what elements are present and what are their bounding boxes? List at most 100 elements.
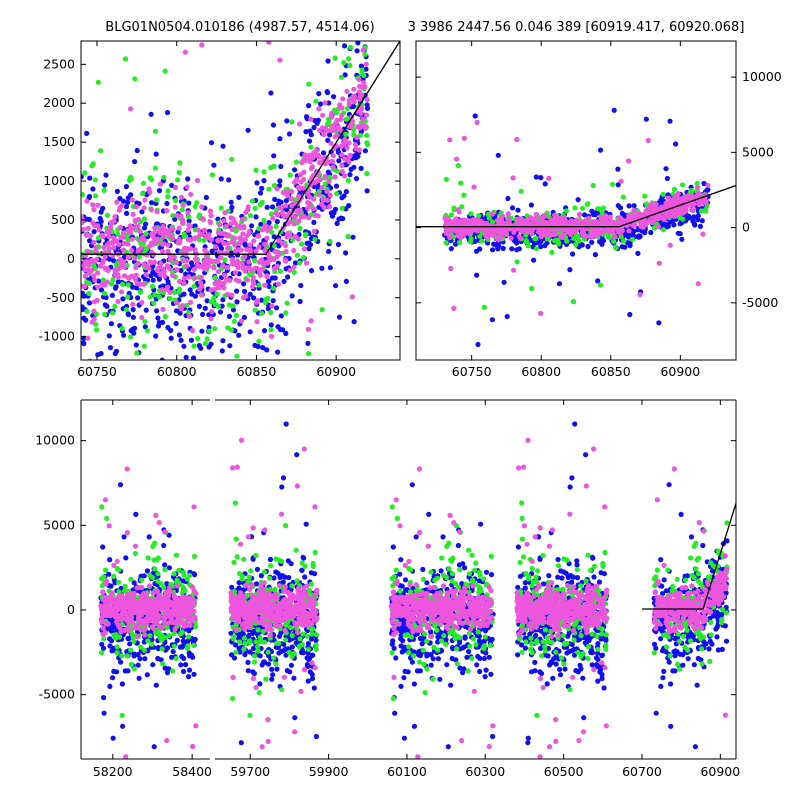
data-point: [617, 215, 623, 221]
data-point: [322, 125, 329, 131]
data-point: [191, 600, 197, 606]
data-point: [336, 216, 342, 222]
data-point: [204, 235, 210, 241]
data-point: [256, 244, 262, 250]
data-point: [268, 322, 274, 328]
data-point: [252, 307, 258, 313]
data-point: [171, 630, 177, 637]
data-point: [106, 246, 112, 252]
data-point: [505, 211, 511, 217]
data-point: [236, 645, 242, 651]
data-point: [120, 723, 126, 729]
data-point: [127, 334, 134, 340]
data-point: [538, 175, 544, 181]
data-point: [121, 254, 127, 260]
data-point: [258, 297, 265, 303]
data-point: [240, 231, 246, 237]
data-point: [329, 127, 335, 133]
data-point: [128, 661, 134, 667]
data-point: [199, 216, 205, 222]
data-point: [661, 216, 667, 222]
data-point: [343, 278, 349, 284]
data-point: [95, 270, 101, 276]
data-point: [101, 187, 107, 193]
data-point: [168, 335, 174, 341]
data-point: [119, 289, 125, 295]
data-point: [98, 603, 104, 609]
data-point: [284, 207, 290, 213]
data-point: [332, 134, 338, 140]
data-point: [621, 238, 627, 244]
data-point: [339, 152, 345, 158]
data-point: [334, 117, 340, 124]
data-point: [91, 207, 97, 213]
data-point: [125, 294, 131, 300]
data-point: [151, 605, 157, 611]
data-point: [193, 623, 199, 630]
data-point: [533, 216, 539, 222]
data-point: [175, 177, 181, 183]
data-point: [604, 214, 610, 220]
data-point: [229, 292, 235, 298]
data-point: [576, 222, 583, 228]
data-point: [195, 335, 201, 342]
data-point: [176, 332, 182, 338]
data-point: [265, 661, 272, 667]
data-point: [176, 286, 182, 292]
data-point: [305, 351, 312, 357]
data-point: [231, 318, 237, 324]
data-point: [156, 276, 162, 282]
data-point: [169, 182, 175, 188]
data-point: [326, 204, 333, 210]
data-point: [117, 195, 123, 202]
data-point: [172, 204, 178, 210]
data-point: [622, 212, 628, 218]
data-point: [190, 743, 196, 750]
data-point: [131, 666, 137, 672]
data-point: [287, 267, 293, 273]
data-point: [106, 256, 112, 262]
panel-top-left: 60750 60800 60850 6090025002000150010005000…: [39, 40, 401, 683]
data-point: [113, 268, 119, 274]
data-point: [225, 291, 231, 297]
data-point: [135, 634, 141, 640]
data-point: [155, 655, 161, 662]
data-point: [141, 647, 147, 653]
data-point: [360, 116, 367, 122]
data-point: [233, 261, 239, 268]
data-point: [181, 655, 187, 662]
data-point: [134, 200, 140, 206]
data-point: [180, 303, 186, 309]
data-point: [136, 421, 141, 426]
data-point: [235, 223, 241, 229]
data-point: [111, 245, 117, 251]
data-point: [180, 638, 186, 644]
data-point: [573, 217, 580, 223]
data-point: [487, 231, 493, 237]
data-point: [192, 678, 197, 683]
data-point: [215, 268, 222, 275]
data-point: [319, 201, 325, 207]
data-point: [161, 269, 167, 275]
data-point: [189, 327, 195, 334]
data-point: [663, 200, 669, 206]
data-point: [453, 229, 460, 235]
data-point: [162, 273, 168, 279]
data-point: [228, 221, 234, 227]
data-point: [338, 116, 344, 122]
data-point: [165, 248, 171, 254]
data-point: [151, 626, 157, 632]
data-point: [362, 148, 368, 154]
data-point: [510, 267, 517, 273]
data-point: [542, 221, 548, 227]
data-point: [254, 180, 260, 186]
data-point: [84, 130, 90, 136]
data-point: [169, 450, 174, 455]
data-point: [204, 547, 209, 552]
data-point: [128, 576, 134, 582]
data-point: [359, 67, 365, 73]
data-point: [128, 600, 134, 607]
data-point: [359, 92, 365, 98]
data-point: [170, 213, 176, 219]
data-point: [133, 342, 139, 348]
